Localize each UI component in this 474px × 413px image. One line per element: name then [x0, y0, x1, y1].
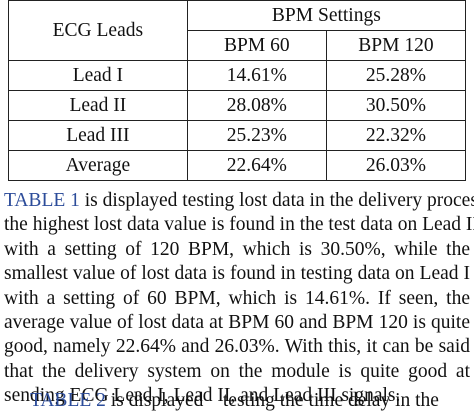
- cell-bpm-60: 22.64%: [186, 150, 327, 181]
- cell-bpm-120: 25.28%: [325, 60, 467, 91]
- table-header-row: ECG Leads BPM Settings: [8, 0, 467, 61]
- header-bpm-settings: BPM Settings: [186, 0, 467, 31]
- table-2-reference[interactable]: TABLE 2: [30, 390, 106, 411]
- cell-bpm-60: 25.23%: [186, 120, 327, 151]
- cell-bpm-120: 22.32%: [325, 120, 467, 151]
- row-label: Lead II: [8, 90, 188, 121]
- table-row: Lead II 28.08% 30.50%: [8, 90, 467, 121]
- table-row: Average 22.64% 26.03%: [8, 150, 467, 181]
- cell-bpm-120: 30.50%: [325, 90, 467, 121]
- cell-bpm-60: 28.08%: [186, 90, 327, 121]
- body-paragraph: TABLE 1 is displayed testing lost data i…: [4, 189, 474, 409]
- paragraph-line: smallest value of lost data is found in …: [4, 263, 470, 285]
- header-bpm-60: BPM 60: [186, 30, 327, 61]
- cell-bpm-120: 26.03%: [325, 150, 467, 181]
- next-paragraph-text: is displayed testing the time delay in t…: [105, 390, 439, 411]
- paragraph-line: with a setting of 60 BPM, which is 14.61…: [4, 287, 470, 309]
- paragraph-line: good, namely 22.64% and 26.03%. With thi…: [4, 336, 470, 358]
- paragraph-line: that the delivery system on the module i…: [4, 360, 470, 382]
- header-ecg-leads: ECG Leads: [8, 0, 188, 61]
- table-row: Lead I 14.61% 25.28%: [8, 60, 467, 91]
- row-label: Lead III: [8, 120, 188, 151]
- table-row: Lead III 25.23% 22.32%: [8, 120, 467, 151]
- row-label: Average: [8, 150, 188, 181]
- paragraph-line: TABLE 1 is displayed testing lost data i…: [4, 190, 474, 211]
- paragraph-line: average value of lost data at BPM 60 and…: [4, 311, 470, 333]
- table-subheader-row: BPM 60 BPM 120: [9, 30, 467, 61]
- paragraph-line: with a setting of 120 BPM, which is 30.5…: [4, 238, 470, 260]
- row-label: Lead I: [8, 60, 188, 91]
- paragraph-line: the highest lost data value is found in …: [4, 214, 474, 236]
- paragraph-line: sending ECG Lead I, Lead II, and Lead II…: [4, 385, 401, 407]
- table-1-reference[interactable]: TABLE 1: [4, 190, 80, 211]
- header-bpm-120: BPM 120: [325, 30, 467, 61]
- cell-bpm-60: 14.61%: [186, 60, 327, 91]
- lost-data-table: ECG Leads BPM Settings BPM 60 BPM 120 Le…: [8, 0, 467, 181]
- next-paragraph-start: TABLE 2 is displayed testing the time de…: [30, 389, 470, 413]
